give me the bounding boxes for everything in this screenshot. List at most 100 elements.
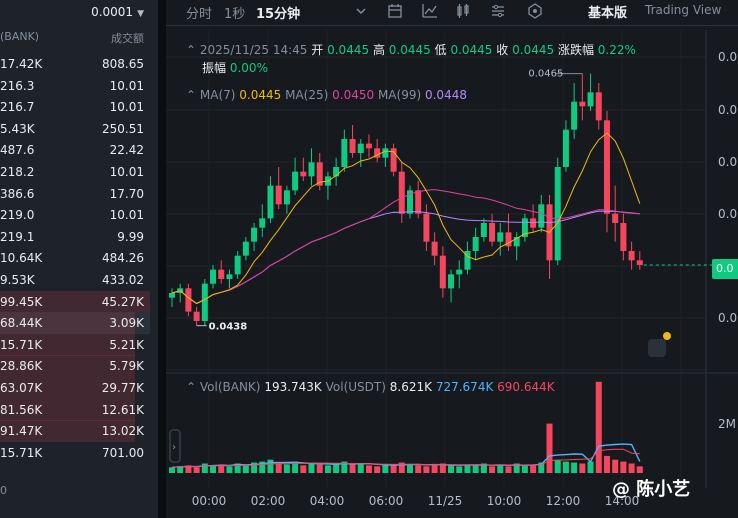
ma99-line	[171, 210, 640, 305]
volume-bar	[275, 463, 282, 473]
volume-bar	[480, 463, 487, 473]
kline-chart[interactable]: 0.0465 0.0438 0.0 0.0 0.0 0.0 0.0 0.0 2M 00:00 02:…	[166, 30, 738, 518]
ma25-value: 0.0450	[332, 88, 375, 102]
order-book-row[interactable]: 487.6 22.42	[0, 139, 150, 161]
candle-body	[464, 251, 471, 270]
row-total: 433.02	[102, 273, 144, 287]
price-axis-label: 0.0	[718, 50, 737, 64]
volume-bar	[177, 466, 184, 473]
order-book-row[interactable]: 63.07K 29.77K	[0, 377, 150, 399]
volume-ma2-line	[171, 448, 640, 468]
row-amount: 17.42K	[0, 57, 43, 71]
price-axis-label: 0.0	[718, 207, 737, 221]
calendar-icon[interactable]	[386, 2, 404, 20]
low-value: 0.0445	[450, 43, 493, 57]
order-book-row[interactable]: 99.45K 45.27K	[0, 290, 150, 313]
collapse-vol-icon[interactable]: ⌃	[186, 380, 200, 394]
row-total: 10.01	[109, 78, 144, 93]
candle-type-icon[interactable]	[454, 2, 472, 20]
change-value: 0.22%	[597, 43, 636, 57]
candle-body	[357, 143, 364, 153]
vol-ma1-value: 727.674K	[435, 380, 494, 394]
order-book-row[interactable]: 81.56K 12.61K	[0, 398, 150, 421]
volume-bar	[587, 461, 594, 473]
candle-body	[505, 232, 512, 247]
tab-15m[interactable]: 15分钟	[256, 7, 301, 22]
volume-info: ⌃ Vol(BANK) 193.743K Vol(USDT) 8.621K 72…	[186, 380, 555, 394]
row-total: 250.51	[102, 121, 144, 136]
notification-dot-icon	[663, 332, 671, 340]
volume-bar	[390, 465, 397, 473]
tab-1s[interactable]: 1秒	[224, 7, 246, 22]
collapse-icon[interactable]: ⌃	[186, 43, 200, 57]
volume-bar	[612, 459, 619, 473]
volume-bar	[505, 466, 512, 473]
candle-body	[267, 185, 274, 219]
order-book-top: 0.0001 ▼	[0, 0, 158, 26]
open-label: 开	[311, 43, 324, 57]
volume-bar	[595, 381, 602, 473]
time-axis-label: 04:00	[310, 494, 345, 508]
depth-icon[interactable]	[526, 2, 544, 20]
candle-body	[431, 241, 438, 256]
volume-bar	[259, 461, 266, 473]
basic-view-tab[interactable]: 基本版	[588, 6, 628, 21]
volume-bar	[439, 463, 446, 473]
order-book-row[interactable]: 218.2 10.01	[0, 161, 150, 183]
panel-divider[interactable]	[158, 0, 166, 518]
tradingview-tab[interactable]: Trading View	[645, 3, 722, 17]
volume-bar	[300, 465, 307, 473]
collapse-ma-icon[interactable]: ⌃	[186, 88, 200, 102]
order-book-row[interactable]: 386.6 17.70	[0, 183, 150, 205]
candle-body	[562, 129, 569, 167]
precision-select[interactable]: 0.0001 ▼	[91, 5, 144, 19]
order-book-row[interactable]: 219.0 10.01	[0, 204, 150, 226]
volume-bar	[316, 464, 323, 473]
dropdown-icon[interactable]	[352, 2, 370, 20]
volume-bar	[431, 464, 438, 473]
volume-bar	[472, 464, 479, 473]
order-book-row[interactable]: 9.53K 433.02	[0, 269, 150, 291]
row-total: 12.61K	[101, 402, 144, 417]
order-book-row[interactable]: 17.42K 808.65	[0, 53, 150, 75]
volume-bar	[251, 462, 258, 473]
volume-bar	[218, 464, 225, 473]
indicator-icon[interactable]	[421, 2, 439, 20]
candle-body	[193, 311, 200, 321]
row-amount: 68.44K	[0, 316, 43, 331]
volume-bar	[382, 464, 389, 473]
order-book-row[interactable]: 15.71K 701.00	[0, 442, 150, 464]
order-book-row[interactable]: 216.3 10.01	[0, 75, 150, 97]
order-book-row[interactable]: 28.86K 5.79K	[0, 355, 150, 378]
candle-body	[275, 185, 282, 205]
order-book-row[interactable]: 219.1 9.99	[0, 226, 150, 248]
order-book-row[interactable]: 68.44K 3.09K	[0, 312, 150, 335]
order-book-row[interactable]: 216.7 10.01	[0, 96, 150, 118]
candle-body	[497, 232, 504, 242]
candle-body	[398, 171, 405, 214]
candle-body	[251, 227, 258, 242]
high-label: 高	[372, 43, 385, 57]
row-amount: 216.7	[0, 100, 35, 115]
order-book-row[interactable]: 5.43K 250.51	[0, 118, 150, 140]
volume-bar	[234, 463, 241, 473]
time-axis-label: 06:00	[369, 494, 404, 508]
candle-body	[333, 167, 340, 177]
row-amount: 219.1	[0, 229, 35, 244]
volume-bar	[415, 465, 422, 473]
row-amount: 386.6	[0, 186, 35, 201]
scroll-arrow-icon[interactable]: ›	[172, 442, 176, 453]
volume-bar	[554, 459, 561, 473]
row-amount: 99.45K	[0, 294, 43, 309]
order-book: 0.0001 ▼ (BANK) 成交额 17.42K 808.65 216.3 10.0…	[0, 0, 158, 518]
settings-icon[interactable]	[489, 2, 507, 20]
candle-body	[341, 139, 348, 167]
depth-bar	[0, 355, 135, 378]
tab-time-sharing[interactable]: 分时	[186, 7, 213, 22]
order-book-row[interactable]: 91.47K 13.02K	[0, 420, 150, 443]
order-book-row[interactable]: 10.64K 484.26	[0, 247, 150, 269]
price-axis-label: 0.0	[718, 155, 737, 169]
order-book-row[interactable]: 15.71K 5.21K	[0, 333, 150, 356]
candle-body	[612, 213, 619, 223]
ma25-line	[171, 189, 640, 305]
